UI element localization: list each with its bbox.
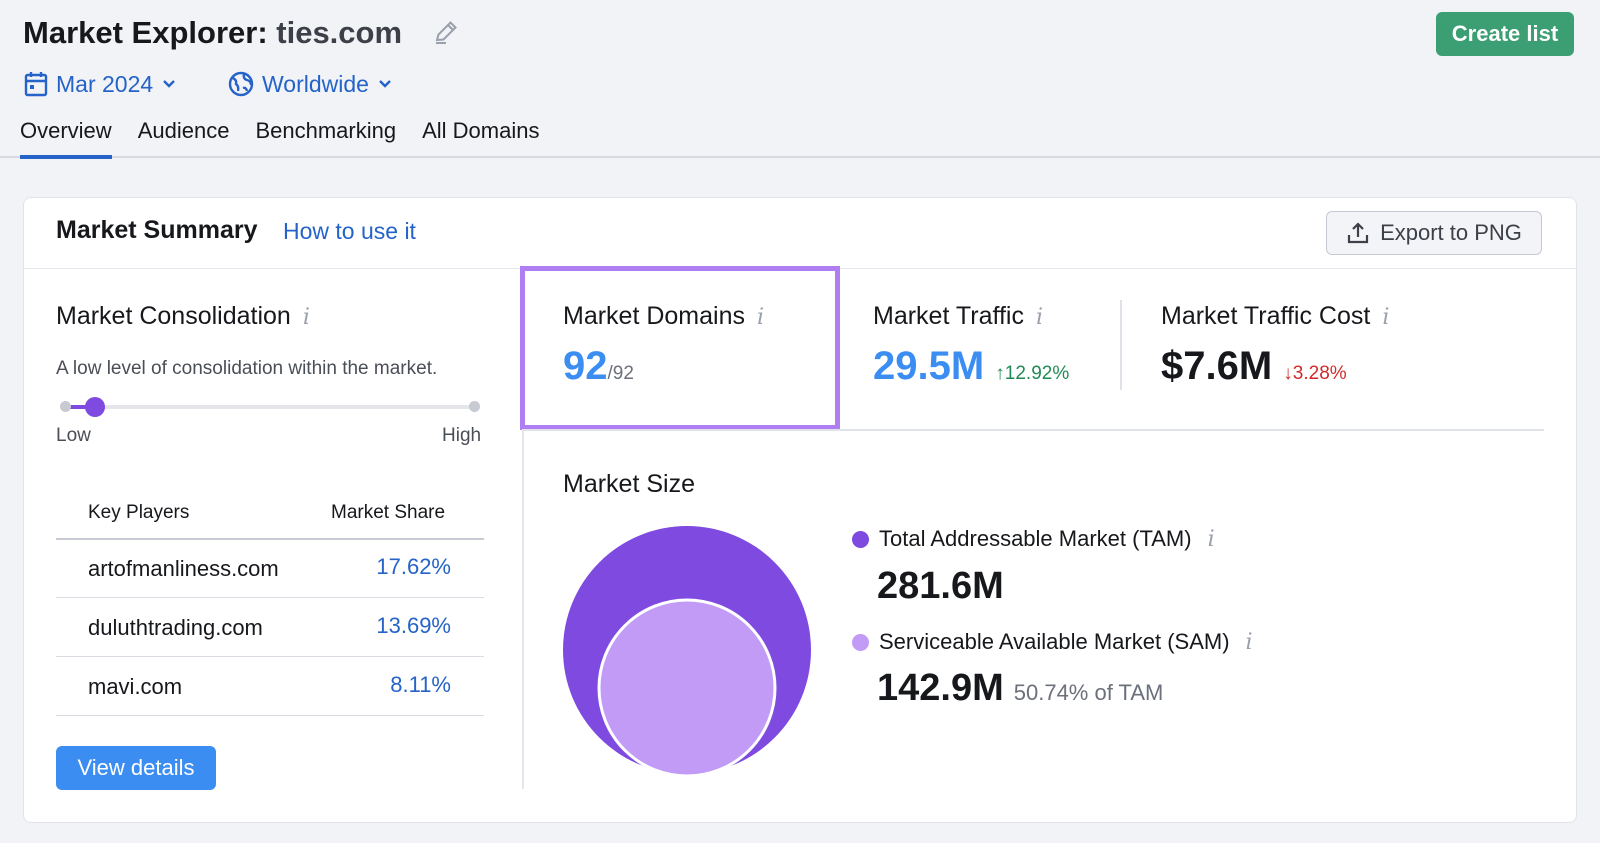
- how-to-use-link[interactable]: How to use it: [283, 218, 416, 244]
- region-filter-label: Worldwide: [262, 70, 369, 97]
- market-traffic-value: 29.5M ↑12.92%: [873, 344, 1069, 389]
- table-divider: [56, 656, 484, 657]
- view-details-button[interactable]: View details: [56, 746, 216, 790]
- info-icon[interactable]: i: [757, 305, 765, 330]
- create-list-button[interactable]: Create list: [1436, 12, 1574, 56]
- header: [0, 0, 1600, 158]
- market-traffic-cost-label-text: Market Traffic Cost: [1161, 302, 1371, 330]
- market-size-title: Market Size: [563, 470, 695, 498]
- date-filter-label: Mar 2024: [56, 70, 154, 97]
- info-icon[interactable]: i: [1207, 526, 1215, 552]
- sam-dot: [852, 633, 869, 651]
- table-row-share: 17.62%: [376, 554, 451, 579]
- slider-start-dot: [60, 401, 71, 412]
- consolidation-slider-fill: [66, 405, 95, 409]
- market-traffic-cost-number: $7.6M: [1161, 344, 1273, 388]
- sam-circle: [597, 598, 777, 775]
- sam-value: 142.9M 50.74% of TAM: [877, 667, 1163, 710]
- info-icon[interactable]: i: [1245, 629, 1253, 655]
- table-row-domain[interactable]: artofmanliness.com: [88, 556, 279, 581]
- consolidation-title: Market Consolidation i: [56, 302, 310, 331]
- cost-delta: ↓3.28%: [1283, 363, 1346, 384]
- metrics-divider: [522, 429, 1544, 431]
- market-domains-value: 92/92: [563, 344, 634, 389]
- tab-all-domains[interactable]: All Domains: [422, 118, 540, 143]
- consolidation-description: A low level of consolidation within the …: [56, 358, 438, 379]
- arrow-down-icon: ↓: [1283, 363, 1293, 384]
- market-domains-label-text: Market Domains: [563, 302, 745, 330]
- consolidation-slider-track: [66, 405, 476, 409]
- title-prefix: Market Explorer:: [23, 15, 268, 50]
- market-share-header: Market Share: [331, 502, 446, 523]
- sam-legend: Serviceable Available Market (SAM) i: [852, 629, 1253, 655]
- sam-note: 50.74% of TAM: [1013, 680, 1164, 705]
- market-domains-highlight: [520, 266, 840, 430]
- market-traffic-cost-label: Market Traffic Cost i: [1161, 302, 1389, 331]
- globe-icon: [228, 71, 254, 97]
- low-label: Low: [56, 425, 91, 446]
- table-row-domain[interactable]: duluthtrading.com: [88, 615, 263, 640]
- pencil-icon[interactable]: [432, 18, 460, 46]
- date-filter[interactable]: Mar 2024: [24, 66, 177, 102]
- cost-delta-value: 3.28%: [1292, 363, 1347, 384]
- title-domain: ties.com: [276, 15, 403, 50]
- info-icon[interactable]: i: [1035, 305, 1044, 330]
- tab-audience[interactable]: Audience: [137, 118, 230, 143]
- tab-bar: Overview Audience Benchmarking All Domai…: [20, 118, 540, 159]
- export-label: Export to PNG: [1380, 220, 1522, 245]
- market-traffic-cost-value: $7.6M ↓3.28%: [1161, 344, 1347, 389]
- calendar-icon: [24, 72, 48, 97]
- tam-dot: [852, 530, 869, 548]
- panel-divider: [522, 269, 524, 789]
- table-row-share: 8.11%: [390, 672, 451, 697]
- table-row-domain[interactable]: mavi.com: [88, 674, 183, 699]
- high-label: High: [442, 425, 482, 446]
- table-divider: [56, 597, 484, 598]
- upload-icon: [1347, 222, 1369, 244]
- table-divider: [56, 538, 484, 540]
- market-domains-total: /92: [607, 363, 634, 384]
- market-summary-card: [23, 197, 1577, 823]
- consolidation-title-text: Market Consolidation: [56, 302, 291, 330]
- tab-benchmarking[interactable]: Benchmarking: [255, 118, 397, 143]
- traffic-delta-value: 12.92%: [1004, 363, 1070, 384]
- page-title: Market Explorer: ties.com: [23, 12, 402, 54]
- tab-overview[interactable]: Overview: [20, 118, 112, 159]
- market-traffic-label: Market Traffic i: [873, 302, 1043, 331]
- consolidation-level-knob: [85, 397, 105, 417]
- sam-label: Serviceable Available Market (SAM): [879, 629, 1230, 654]
- info-icon[interactable]: i: [1382, 305, 1390, 330]
- market-domains-count: 92: [563, 344, 608, 388]
- tam-value: 281.6M: [877, 565, 1004, 607]
- chevron-down-icon: [163, 80, 176, 88]
- metric-divider: [1120, 300, 1122, 390]
- market-size-chart: [563, 526, 811, 775]
- market-traffic-number: 29.5M: [873, 344, 985, 388]
- sam-number: 142.9M: [877, 667, 1004, 709]
- table-divider: [56, 715, 484, 716]
- key-players-header: Key Players: [88, 502, 190, 523]
- info-icon[interactable]: i: [302, 305, 310, 330]
- market-traffic-label-text: Market Traffic: [873, 302, 1024, 330]
- region-filter[interactable]: Worldwide: [228, 66, 393, 102]
- slider-end-dot: [469, 401, 480, 412]
- market-domains-label: Market Domains i: [563, 302, 764, 331]
- table-row-share: 13.69%: [376, 613, 451, 638]
- arrow-up-icon: ↑: [995, 363, 1005, 384]
- tam-label: Total Addressable Market (TAM): [879, 526, 1192, 551]
- chevron-down-icon: [379, 80, 391, 88]
- tam-legend: Total Addressable Market (TAM) i: [852, 526, 1215, 552]
- market-summary-title: Market Summary: [56, 216, 258, 244]
- export-png-button[interactable]: Export to PNG: [1326, 211, 1542, 255]
- traffic-delta: ↑12.92%: [995, 363, 1069, 384]
